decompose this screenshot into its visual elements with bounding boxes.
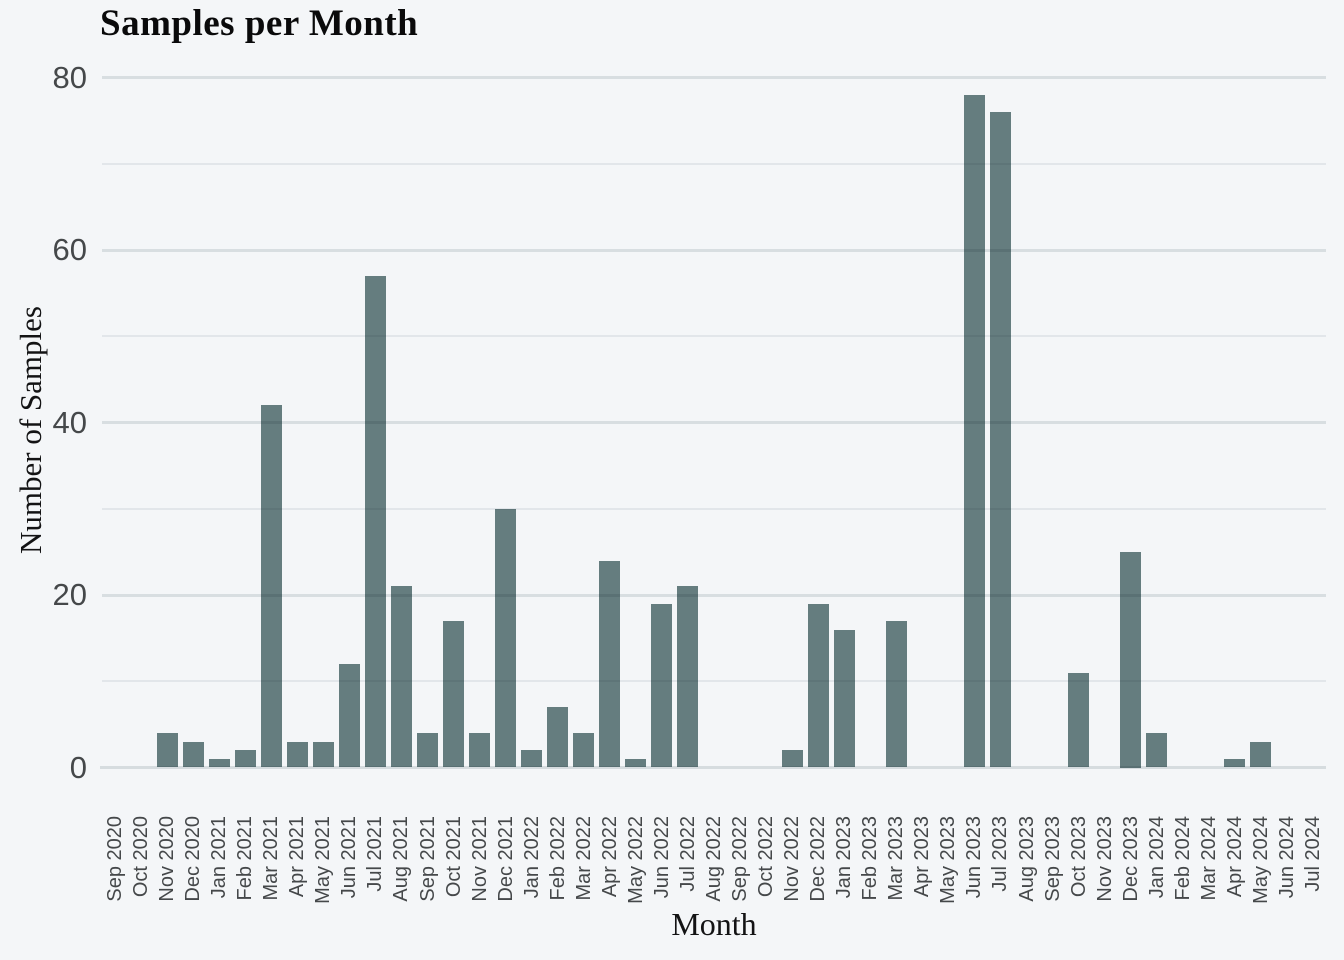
gridline-minor [102, 680, 1326, 683]
x-tick-label: Mar 2024 [1197, 816, 1220, 901]
bar [651, 603, 673, 768]
bar [390, 586, 412, 768]
x-tick-label: Aug 2021 [390, 816, 413, 902]
x-tick-label: Sep 2020 [104, 816, 127, 902]
gridline-major [102, 76, 1326, 80]
bar [521, 750, 543, 768]
x-tick-label: Oct 2022 [755, 816, 778, 898]
bar [1068, 672, 1090, 768]
bar [417, 733, 439, 768]
gridline-minor [102, 507, 1326, 510]
bar [599, 560, 621, 768]
bar [547, 707, 569, 768]
chart-title: Samples per Month [100, 3, 419, 44]
y-tick-label: 0 [69, 749, 87, 785]
x-tick-label: Sep 2021 [416, 816, 439, 902]
bar [625, 758, 647, 768]
x-tick-label: Mar 2021 [260, 816, 283, 901]
bar [364, 276, 386, 768]
bar [1146, 733, 1168, 768]
x-tick-label: Oct 2020 [130, 816, 153, 898]
x-tick-label: Nov 2022 [781, 816, 804, 902]
gridline-major [102, 593, 1326, 597]
x-tick-label: Nov 2020 [156, 816, 179, 902]
bar [234, 750, 256, 768]
x-tick-label: Sep 2023 [1041, 816, 1064, 902]
x-tick-label: Jul 2024 [1301, 816, 1324, 892]
gridline-major [102, 421, 1326, 425]
x-tick-label: Apr 2021 [286, 816, 309, 898]
x-tick-label: Feb 2023 [859, 816, 882, 901]
bar [573, 733, 595, 768]
gridline-major [102, 248, 1326, 252]
y-tick-label: 80 [52, 59, 87, 95]
x-tick-label: Jan 2021 [208, 816, 231, 899]
x-tick-label: Apr 2022 [598, 816, 621, 898]
gridline-minor [102, 335, 1326, 338]
x-tick-label: Jun 2023 [963, 816, 986, 899]
x-tick-label: Dec 2023 [1119, 816, 1142, 902]
bar [469, 733, 491, 768]
x-tick-label: May 2022 [624, 816, 647, 904]
x-tick-label: Jun 2024 [1275, 816, 1298, 899]
bar [807, 603, 829, 768]
x-tick-label: Mar 2023 [885, 816, 908, 901]
bar [443, 620, 465, 768]
y-tick-label: 60 [52, 232, 87, 268]
y-tick-label: 40 [52, 404, 87, 440]
bar [338, 664, 360, 768]
x-tick-label: Nov 2023 [1093, 816, 1116, 902]
bar [1250, 741, 1272, 768]
x-tick-label: Jul 2022 [676, 816, 699, 892]
x-tick-label: Jan 2024 [1145, 816, 1168, 899]
bar [963, 94, 985, 768]
bar [677, 586, 699, 768]
x-tick-label: Jan 2022 [520, 816, 543, 899]
x-axis-title: Month [671, 906, 757, 942]
bar [495, 508, 517, 768]
bar [1120, 551, 1142, 768]
x-tick-label: Aug 2022 [703, 816, 725, 902]
x-tick-label: Feb 2021 [234, 816, 257, 901]
x-axis-line [100, 766, 1326, 769]
bar [833, 629, 855, 768]
x-tick-label: Apr 2023 [911, 816, 934, 898]
bar [260, 405, 282, 768]
x-tick-label: Oct 2023 [1067, 816, 1090, 898]
x-tick-label: Oct 2021 [442, 816, 465, 898]
bar [286, 741, 308, 768]
x-tick-label: Dec 2021 [494, 816, 517, 902]
x-tick-label: Nov 2021 [468, 816, 491, 902]
bar [989, 112, 1011, 768]
x-tick-label: Jul 2023 [989, 816, 1012, 892]
x-tick-label: Jan 2023 [833, 816, 856, 899]
bar [885, 620, 907, 768]
x-tick-label: Feb 2024 [1171, 816, 1194, 901]
x-tick-label: Mar 2022 [572, 816, 595, 901]
x-tick-label: Aug 2023 [1015, 816, 1038, 902]
bar [1224, 758, 1246, 768]
bar [208, 758, 230, 768]
x-tick-label: Dec 2022 [807, 816, 830, 902]
x-tick-label: Jul 2021 [364, 816, 387, 892]
x-tick-label: Apr 2024 [1223, 816, 1246, 898]
x-tick-label: Jun 2021 [338, 816, 361, 899]
x-tick-label: May 2024 [1249, 816, 1272, 904]
x-tick-label: May 2021 [312, 816, 335, 904]
gridline-minor [102, 162, 1326, 165]
x-tick-label: Sep 2022 [729, 816, 752, 902]
x-tick-label: Dec 2020 [182, 816, 205, 902]
bar [781, 750, 803, 768]
bar [156, 733, 178, 768]
x-tick-label: Feb 2022 [546, 816, 569, 901]
y-tick-label: 20 [52, 577, 87, 613]
x-tick-label: May 2023 [937, 816, 960, 904]
bar [182, 741, 204, 768]
x-tick-label: Jun 2022 [650, 816, 673, 899]
bar [312, 741, 334, 768]
